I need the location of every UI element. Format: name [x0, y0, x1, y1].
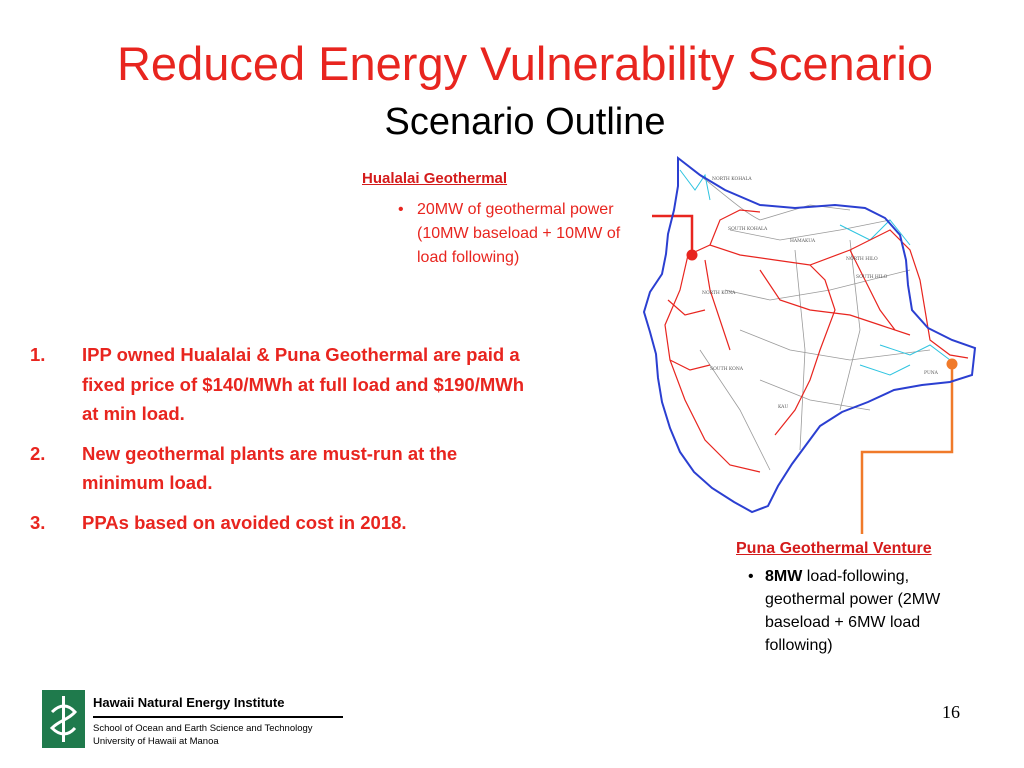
bullet-dot: • [748, 568, 754, 585]
list-item: 1. IPP owned Hualalai & Puna Geothermal … [30, 340, 540, 429]
puna-capacity: 8MW [765, 568, 803, 585]
list-text: PPAs based on avoided cost in 2018. [82, 511, 407, 533]
hualalai-bullet: • 20MW of geothermal power (10MW baseloa… [398, 198, 638, 270]
university-name: University of Hawaii at Manoa [93, 736, 219, 747]
district-label: KAU [778, 404, 788, 410]
list-item: 2. New geothermal plants are must-run at… [30, 439, 540, 498]
transmission-lines [664, 209, 969, 473]
district-label: HAMAKUA [790, 238, 816, 244]
district-boundaries [689, 167, 931, 471]
list-number: 1. [30, 344, 46, 365]
coastline [642, 155, 977, 514]
list-text: IPP owned Hualalai & Puna Geothermal are… [82, 344, 525, 424]
school-name: School of Ocean and Earth Science and Te… [93, 723, 313, 734]
scenario-list: 1. IPP owned Hualalai & Puna Geothermal … [30, 340, 540, 547]
island-map: NORTH KOHALA SOUTH KOHALA HAMAKUA NORTH … [642, 155, 977, 514]
list-text: New geothermal plants are must-run at th… [82, 442, 458, 494]
puna-bullet-rest: load-following, geothermal power (2MW ba… [765, 568, 941, 654]
district-label: SOUTH KOHALA [728, 226, 768, 232]
district-label: NORTH KONA [702, 290, 736, 296]
slide-title: Reduced Energy Vulnerability Scenario [116, 37, 933, 90]
district-label: NORTH HILO [846, 256, 878, 262]
puna-heading: Puna Geothermal Venture [736, 540, 932, 557]
distribution-lines [679, 169, 951, 376]
hnei-logo-icon [42, 690, 85, 748]
district-label: SOUTH HILO [856, 274, 888, 280]
puna-bullet-text: 8MW load-following, geothermal power (2M… [748, 565, 988, 657]
list-number: 2. [30, 442, 46, 464]
footer-divider [93, 716, 343, 718]
district-label: PUNA [924, 370, 939, 376]
bullet-dot: • [398, 201, 404, 218]
puna-bullet: • 8MW load-following, geothermal power (… [748, 565, 988, 657]
hualalai-bullet-text: 20MW of geothermal power (10MW baseload … [417, 201, 621, 266]
district-label: NORTH KOHALA [712, 176, 752, 182]
list-item: 3. PPAs based on avoided cost in 2018. [30, 508, 540, 538]
district-label: SOUTH KONA [710, 366, 744, 372]
list-number: 3. [30, 511, 46, 533]
page-number: 16 [942, 702, 960, 722]
slide-subtitle: Scenario Outline [384, 101, 666, 143]
hualalai-heading: Hualalai Geothermal [362, 170, 508, 187]
institute-name: Hawaii Natural Energy Institute [93, 695, 285, 710]
